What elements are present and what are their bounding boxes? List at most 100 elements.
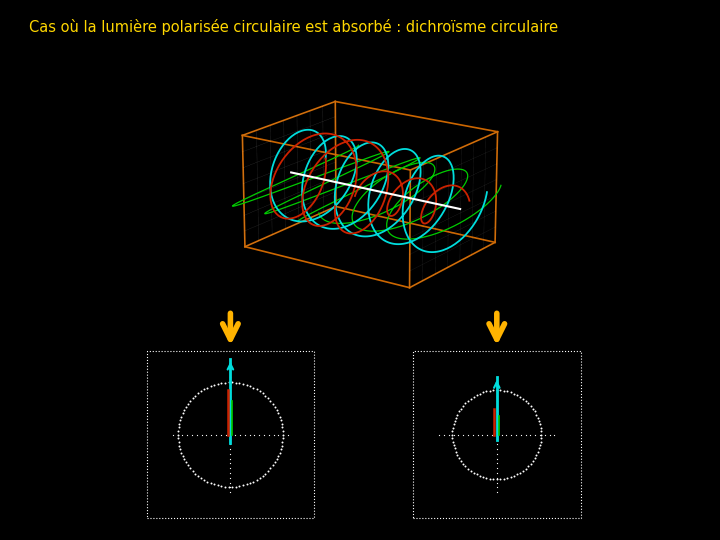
- Point: [491, 397, 503, 406]
- Point: [202, 383, 213, 392]
- Point: [455, 404, 467, 413]
- Text: Cas où la lumière polarisée circulaire est absorbé : dichroïsme circulaire: Cas où la lumière polarisée circulaire e…: [29, 19, 558, 35]
- Point: [443, 430, 454, 439]
- Point: [179, 455, 190, 463]
- Point: [517, 394, 528, 403]
- Point: [496, 430, 508, 439]
- Point: [491, 488, 503, 497]
- Point: [215, 379, 227, 388]
- Point: [484, 387, 495, 395]
- Point: [182, 461, 194, 470]
- Point: [215, 430, 227, 439]
- Point: [176, 413, 187, 421]
- Point: [272, 451, 284, 460]
- Point: [529, 454, 541, 462]
- Point: [199, 476, 210, 484]
- Point: [257, 389, 269, 398]
- Point: [465, 467, 477, 475]
- Point: [491, 416, 503, 424]
- Point: [505, 430, 517, 439]
- Point: [181, 430, 193, 439]
- Point: [282, 430, 294, 439]
- Point: [184, 464, 196, 472]
- Point: [453, 454, 464, 462]
- Point: [520, 396, 531, 405]
- Point: [274, 448, 285, 457]
- Point: [272, 409, 284, 418]
- Point: [535, 423, 546, 432]
- Point: [449, 417, 460, 426]
- Point: [491, 440, 503, 449]
- Point: [230, 482, 242, 491]
- Point: [491, 407, 503, 415]
- Point: [544, 430, 555, 439]
- Point: [225, 430, 236, 439]
- Point: [491, 377, 503, 386]
- Point: [269, 458, 281, 467]
- Point: [467, 430, 479, 439]
- Point: [523, 462, 534, 470]
- Point: [177, 409, 189, 418]
- Point: [225, 407, 236, 415]
- Point: [449, 444, 460, 453]
- Point: [201, 430, 212, 439]
- Point: [491, 435, 503, 444]
- Point: [174, 441, 185, 450]
- Point: [248, 383, 259, 392]
- Point: [215, 482, 227, 490]
- Point: [195, 387, 207, 396]
- Point: [508, 471, 520, 480]
- Point: [534, 417, 545, 426]
- Point: [491, 411, 503, 420]
- Point: [276, 434, 288, 443]
- Point: [248, 477, 259, 486]
- Point: [539, 430, 551, 439]
- Point: [276, 437, 288, 446]
- Point: [209, 480, 220, 489]
- Point: [173, 423, 184, 432]
- Point: [192, 471, 204, 480]
- Point: [525, 459, 536, 468]
- Point: [536, 427, 547, 436]
- Point: [520, 430, 531, 439]
- Point: [273, 430, 284, 439]
- Point: [173, 427, 184, 435]
- Point: [525, 402, 536, 410]
- Point: [491, 426, 503, 434]
- Point: [520, 464, 531, 473]
- Point: [225, 421, 236, 429]
- Point: [446, 434, 458, 442]
- Point: [532, 448, 544, 456]
- Point: [468, 393, 480, 401]
- Point: [495, 386, 506, 395]
- Point: [491, 454, 503, 463]
- Point: [267, 400, 279, 408]
- Point: [462, 464, 474, 473]
- Point: [491, 459, 503, 468]
- Point: [267, 461, 279, 470]
- Point: [225, 402, 236, 410]
- Point: [269, 403, 281, 411]
- Point: [234, 482, 246, 490]
- Point: [510, 430, 522, 439]
- Point: [225, 440, 236, 449]
- Point: [462, 430, 474, 439]
- Point: [505, 388, 516, 397]
- Point: [495, 475, 506, 483]
- Point: [451, 410, 463, 419]
- Point: [474, 389, 485, 398]
- Point: [498, 474, 510, 483]
- Point: [275, 416, 287, 424]
- Point: [225, 488, 236, 497]
- Point: [225, 474, 236, 482]
- Point: [176, 430, 188, 439]
- Point: [531, 410, 542, 419]
- Point: [534, 444, 545, 453]
- Point: [258, 430, 270, 439]
- Point: [450, 448, 462, 456]
- Point: [225, 464, 236, 472]
- Point: [191, 430, 202, 439]
- Point: [451, 450, 463, 459]
- Point: [225, 483, 236, 492]
- Point: [167, 430, 179, 439]
